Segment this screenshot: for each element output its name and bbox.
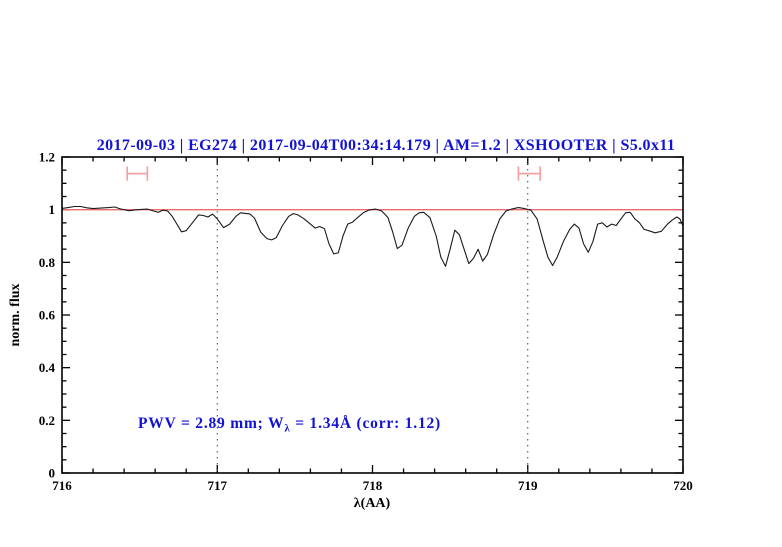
pwv-annotation: PWV = 2.89 mm; Wλ = 1.34Å (corr: 1.12)	[138, 415, 441, 435]
data-layer	[61, 157, 684, 473]
y-tick-label: 0.8	[39, 255, 56, 270]
y-tick-label: 0.4	[39, 360, 56, 375]
pwv-annotation-main: PWV = 2.89 mm; W	[138, 415, 284, 432]
y-tick-label: 1	[49, 202, 56, 217]
pwv-annotation-lambda-subscript: λ	[284, 423, 290, 435]
x-tick-label: 720	[673, 478, 693, 493]
y-tick-label: 1.2	[39, 150, 55, 165]
plot-frame	[61, 156, 684, 474]
y-axis-label: norm. flux	[8, 284, 23, 347]
x-tick-label: 718	[363, 478, 383, 493]
spectrum-line	[61, 205, 684, 267]
x-axis-label: λ(AA)	[354, 496, 391, 511]
x-tick-label: 716	[52, 478, 72, 493]
x-tick-label: 719	[518, 478, 538, 493]
pwv-annotation-tail: = 1.34Å (corr: 1.12)	[291, 415, 441, 432]
y-tick-label: 0.6	[39, 308, 56, 323]
x-tick-label: 717	[208, 478, 228, 493]
axes-layer: 716 717 718 719 720 0 0.2 0.4 0.6 0.8 1 1.2	[39, 150, 693, 494]
y-tick-label: 0	[49, 466, 56, 481]
y-tick-label: 0.2	[39, 413, 55, 428]
plot-title: 2017-09-03 | EG274 | 2017-09-04T00:34:14…	[97, 137, 676, 154]
